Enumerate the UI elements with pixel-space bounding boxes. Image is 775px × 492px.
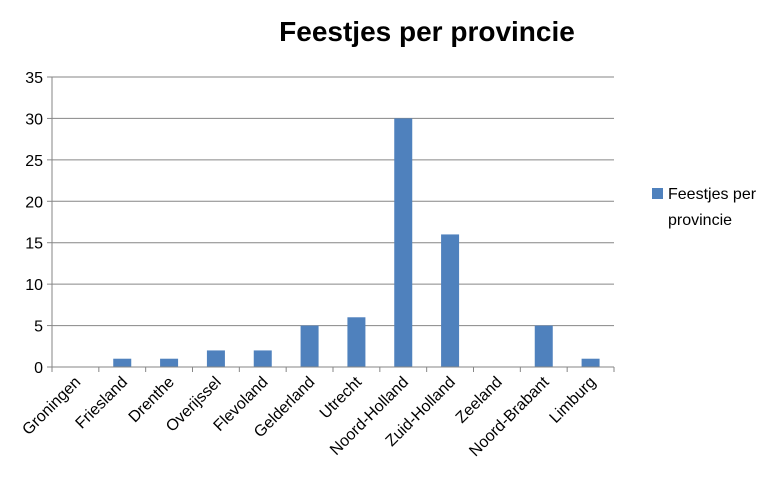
bar bbox=[347, 317, 366, 367]
bar bbox=[441, 234, 460, 367]
legend-swatch bbox=[652, 188, 663, 199]
x-category-label: Noord-Brabant bbox=[466, 373, 553, 460]
y-tick-label: 35 bbox=[25, 70, 43, 87]
bar bbox=[300, 325, 319, 367]
y-tick-label: 30 bbox=[25, 111, 43, 128]
legend: Feestjes per provincie bbox=[652, 186, 761, 229]
y-tick-label: 20 bbox=[25, 194, 43, 211]
axes bbox=[47, 76, 615, 372]
bar bbox=[206, 350, 225, 367]
chart-title: Feestjes per provincie bbox=[279, 16, 575, 47]
y-tick-label: 25 bbox=[25, 153, 43, 170]
bar bbox=[394, 118, 413, 367]
x-category-label: Limburg bbox=[547, 374, 600, 427]
bar bbox=[160, 358, 179, 367]
gridlines bbox=[52, 76, 614, 327]
bar bbox=[581, 358, 600, 367]
y-tick-label: 5 bbox=[34, 319, 43, 336]
x-category-label: Groningen bbox=[19, 374, 84, 439]
y-tick-label: 0 bbox=[34, 360, 43, 377]
legend-label-line: Feestjes per bbox=[668, 186, 757, 203]
y-tick-label: 15 bbox=[25, 236, 43, 253]
x-category-label: Friesland bbox=[73, 374, 132, 433]
y-axis-ticks: 0 5 10 15 20 25 30 35 bbox=[25, 70, 43, 377]
y-tick-label: 10 bbox=[25, 277, 43, 294]
legend-label-line: provincie bbox=[668, 212, 732, 229]
bar bbox=[113, 358, 132, 367]
bars bbox=[113, 118, 600, 367]
legend-label: Feestjes per provincie bbox=[668, 186, 761, 229]
x-axis-categories: GroningenFrieslandDrentheOverijsselFlevo… bbox=[19, 373, 599, 460]
bar bbox=[253, 350, 272, 367]
bar bbox=[534, 325, 553, 367]
